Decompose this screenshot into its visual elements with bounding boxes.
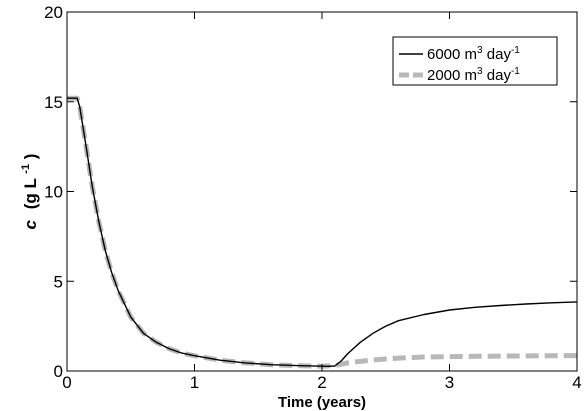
legend-label-2000: 2000 m3 day-1 — [427, 66, 520, 84]
y-tick-label: 5 — [54, 272, 63, 291]
x-tick-label: 3 — [445, 373, 454, 392]
series-layer — [67, 95, 578, 369]
y-axis-unit: (g L — [21, 178, 40, 209]
y-axis-title: c (g L -1 ) — [14, 154, 40, 230]
x-tick-label: 0 — [62, 373, 71, 392]
y-tick-label: 15 — [44, 93, 63, 112]
ticks-layer: 0 1 2 3 4 0 5 10 15 20 — [44, 3, 582, 392]
x-tick-label: 4 — [572, 373, 581, 392]
y-axis-unit-exp: -1 — [20, 164, 32, 174]
y-axis-symbol: c — [21, 219, 40, 229]
x-tick-label: 1 — [190, 373, 199, 392]
x-tick-label: 2 — [317, 373, 326, 392]
x-axis-title: Time (years) — [278, 394, 366, 411]
y-tick-label: 10 — [44, 183, 63, 202]
y-tick-label: 20 — [44, 3, 63, 22]
y-tick-label: 0 — [54, 362, 63, 381]
y-axis-close: ) — [21, 154, 40, 160]
legend: 6000 m3 day-1 2000 m3 day-1 — [392, 36, 558, 86]
series-line-1 — [67, 95, 578, 369]
series-line-0 — [67, 97, 578, 367]
legend-label-6000: 6000 m3 day-1 — [427, 45, 520, 63]
